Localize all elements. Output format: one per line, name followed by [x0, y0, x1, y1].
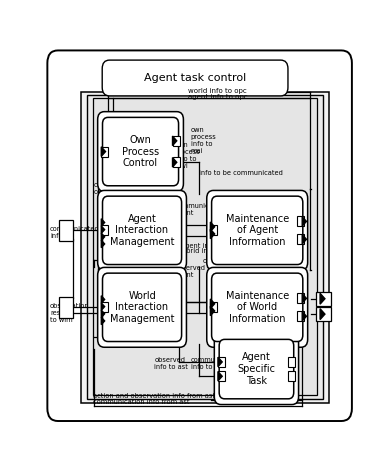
- Text: communicated
info: communicated info: [50, 226, 100, 239]
- Text: own
process
info to
mwi: own process info to mwi: [175, 142, 200, 169]
- Text: observed
world info: observed world info: [218, 305, 251, 318]
- Polygon shape: [101, 240, 105, 248]
- Polygon shape: [101, 303, 105, 310]
- Bar: [81, 92, 329, 403]
- FancyBboxPatch shape: [47, 50, 352, 421]
- Polygon shape: [101, 147, 106, 156]
- Bar: [218, 371, 224, 381]
- Polygon shape: [320, 309, 325, 319]
- Polygon shape: [101, 310, 105, 318]
- Polygon shape: [302, 312, 307, 321]
- Text: communicated
info to ast: communicated info to ast: [191, 357, 240, 370]
- Text: action and observation info from ast: action and observation info from ast: [93, 393, 215, 399]
- Text: agent info to opc: agent info to opc: [188, 94, 248, 100]
- Text: observation
results
to wim: observation results to wim: [50, 303, 90, 323]
- FancyBboxPatch shape: [102, 273, 181, 341]
- FancyBboxPatch shape: [102, 196, 181, 265]
- Bar: [218, 357, 224, 367]
- Polygon shape: [101, 233, 105, 240]
- FancyBboxPatch shape: [212, 196, 303, 265]
- Polygon shape: [210, 229, 215, 239]
- Bar: [298, 293, 304, 303]
- FancyBboxPatch shape: [102, 117, 179, 186]
- Text: Agent
Interaction
Management: Agent Interaction Management: [110, 214, 174, 247]
- Bar: [210, 226, 217, 235]
- Polygon shape: [218, 372, 222, 381]
- Bar: [101, 226, 108, 235]
- Text: agent info to wim: agent info to wim: [108, 287, 167, 293]
- Text: communicated world info: communicated world info: [217, 243, 302, 249]
- Bar: [59, 219, 73, 241]
- Text: Maintenance
of Agent
Information: Maintenance of Agent Information: [226, 214, 289, 247]
- Bar: [298, 216, 304, 226]
- Text: own process info to aim: own process info to aim: [94, 189, 174, 195]
- Text: Agent task control: Agent task control: [144, 73, 246, 83]
- Bar: [298, 234, 304, 244]
- Polygon shape: [302, 293, 307, 303]
- Polygon shape: [210, 299, 215, 308]
- Text: agent info to aim: agent info to aim: [181, 243, 239, 249]
- Bar: [87, 95, 323, 399]
- Bar: [101, 302, 108, 312]
- Bar: [298, 311, 304, 321]
- Polygon shape: [302, 234, 307, 244]
- Text: info to be communicated: info to be communicated: [199, 170, 283, 176]
- FancyBboxPatch shape: [219, 339, 294, 399]
- Bar: [101, 146, 108, 157]
- Text: own process info to wim: own process info to wim: [94, 182, 176, 188]
- Text: Agent
Specific
Task: Agent Specific Task: [237, 352, 275, 385]
- Text: own
process
info to
mai: own process info to mai: [191, 127, 217, 154]
- Text: world info to wim: world info to wim: [108, 279, 166, 286]
- Text: world info to opc: world info to opc: [188, 88, 247, 94]
- FancyBboxPatch shape: [98, 112, 183, 192]
- Text: observed
info to ast: observed info to ast: [154, 357, 188, 370]
- Bar: [316, 292, 331, 306]
- Bar: [59, 297, 73, 318]
- Bar: [316, 307, 331, 321]
- Bar: [173, 157, 180, 167]
- Bar: [210, 302, 217, 312]
- Bar: [288, 371, 295, 381]
- FancyBboxPatch shape: [207, 191, 308, 270]
- Polygon shape: [101, 226, 105, 233]
- Text: world info to aim: world info to aim: [181, 248, 237, 254]
- Polygon shape: [302, 217, 307, 226]
- Bar: [288, 357, 295, 367]
- Text: communication info from ast: communication info from ast: [93, 399, 189, 405]
- Polygon shape: [101, 296, 105, 303]
- Polygon shape: [210, 222, 215, 232]
- Bar: [93, 98, 317, 394]
- Polygon shape: [101, 219, 105, 226]
- Text: communicated
agent
info: communicated agent info: [175, 203, 224, 223]
- FancyBboxPatch shape: [102, 60, 288, 96]
- Polygon shape: [172, 136, 177, 146]
- Polygon shape: [210, 306, 215, 316]
- Text: World
Interaction
Management: World Interaction Management: [110, 291, 174, 324]
- FancyBboxPatch shape: [98, 191, 187, 270]
- Text: Maintenance
of World
Information: Maintenance of World Information: [226, 291, 289, 324]
- Bar: [173, 136, 180, 146]
- Polygon shape: [320, 293, 325, 304]
- Polygon shape: [101, 317, 105, 325]
- Polygon shape: [218, 357, 222, 367]
- FancyBboxPatch shape: [212, 273, 303, 341]
- FancyBboxPatch shape: [214, 334, 299, 405]
- Polygon shape: [172, 158, 177, 167]
- Text: observations and actions: observations and actions: [203, 258, 287, 264]
- Text: observed
agent
info: observed agent info: [175, 265, 206, 285]
- Text: Own
Process
Control: Own Process Control: [122, 135, 159, 168]
- FancyBboxPatch shape: [207, 267, 308, 347]
- FancyBboxPatch shape: [98, 267, 187, 347]
